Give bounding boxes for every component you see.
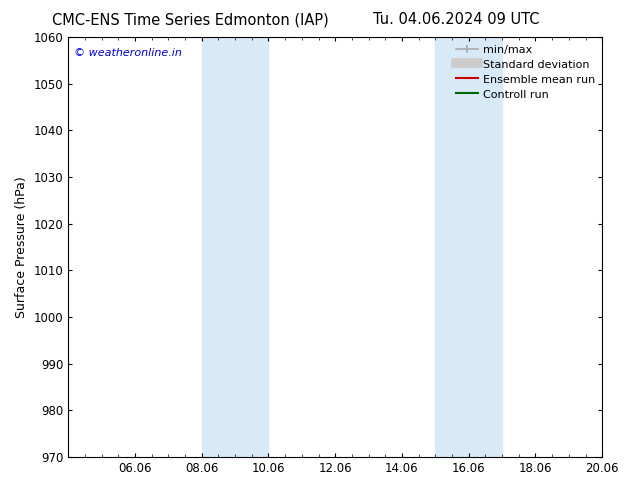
Text: © weatheronline.in: © weatheronline.in — [74, 48, 181, 58]
Bar — [202, 37, 268, 457]
Legend: min/max, Standard deviation, Ensemble mean run, Controll run: min/max, Standard deviation, Ensemble me… — [451, 39, 600, 104]
Text: CMC-ENS Time Series Edmonton (IAP): CMC-ENS Time Series Edmonton (IAP) — [52, 12, 328, 27]
Y-axis label: Surface Pressure (hPa): Surface Pressure (hPa) — [15, 176, 28, 318]
Bar — [436, 37, 502, 457]
Text: Tu. 04.06.2024 09 UTC: Tu. 04.06.2024 09 UTC — [373, 12, 540, 27]
